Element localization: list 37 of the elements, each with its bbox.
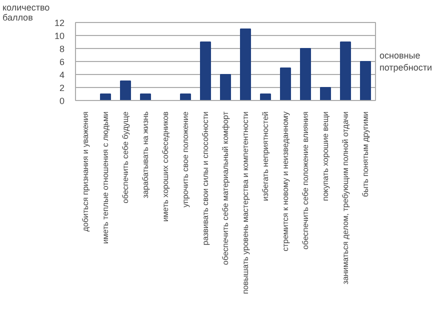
x-tick-label: заниматься делом, требующим полной отдачи — [341, 111, 350, 284]
x-tick-label: добиться признания и уважения — [81, 111, 90, 232]
x-tick-label: обеспечить себе положение влияния — [301, 111, 310, 250]
bar — [200, 42, 211, 100]
y-tick-label: 10 — [54, 31, 65, 41]
y-tick-label: 12 — [54, 18, 65, 28]
bar — [280, 68, 291, 100]
y-tick-label: 2 — [59, 83, 65, 93]
bar — [220, 74, 231, 100]
y-tick-label: 0 — [59, 96, 65, 106]
x-tick-label: повышать уровень мастерства и компетентности — [241, 111, 250, 294]
x-tick-label: быть понятым другими — [361, 112, 370, 197]
bar — [320, 87, 331, 100]
bar — [360, 61, 371, 100]
bar — [100, 94, 111, 100]
x-tick-label: упрочить свое положение — [181, 110, 190, 208]
x-tick-label: покупать хорошие вещи — [321, 111, 330, 202]
bar — [340, 42, 351, 100]
x-axis-title: основные потребности — [380, 50, 432, 72]
x-tick-label: избегать неприятностей — [261, 112, 270, 202]
x-tick-label: иметь хороших собеседников — [161, 112, 170, 222]
x-tick-label: развивать свои силы и способности — [201, 112, 210, 246]
bar — [180, 94, 191, 100]
x-tick-label: обеспечить себе будуще — [121, 110, 130, 204]
x-tick-label: стремится к новому и неизведанному — [281, 111, 290, 252]
y-tick-label: 8 — [59, 44, 65, 54]
x-tick-label: иметь теплые отношения с людьми — [101, 111, 110, 244]
y-axis-title: количество баллов — [2, 2, 50, 22]
bar — [120, 80, 131, 100]
bar — [240, 28, 251, 100]
bar — [140, 94, 151, 100]
bar — [260, 94, 271, 100]
bar — [300, 48, 311, 100]
y-tick-label: 4 — [59, 70, 65, 80]
x-tick-label: обеспечить себе материальный комфорт — [221, 111, 230, 265]
x-tick-label: зарабатывать на жизнь — [141, 111, 150, 198]
y-tick-label: 6 — [59, 57, 65, 67]
